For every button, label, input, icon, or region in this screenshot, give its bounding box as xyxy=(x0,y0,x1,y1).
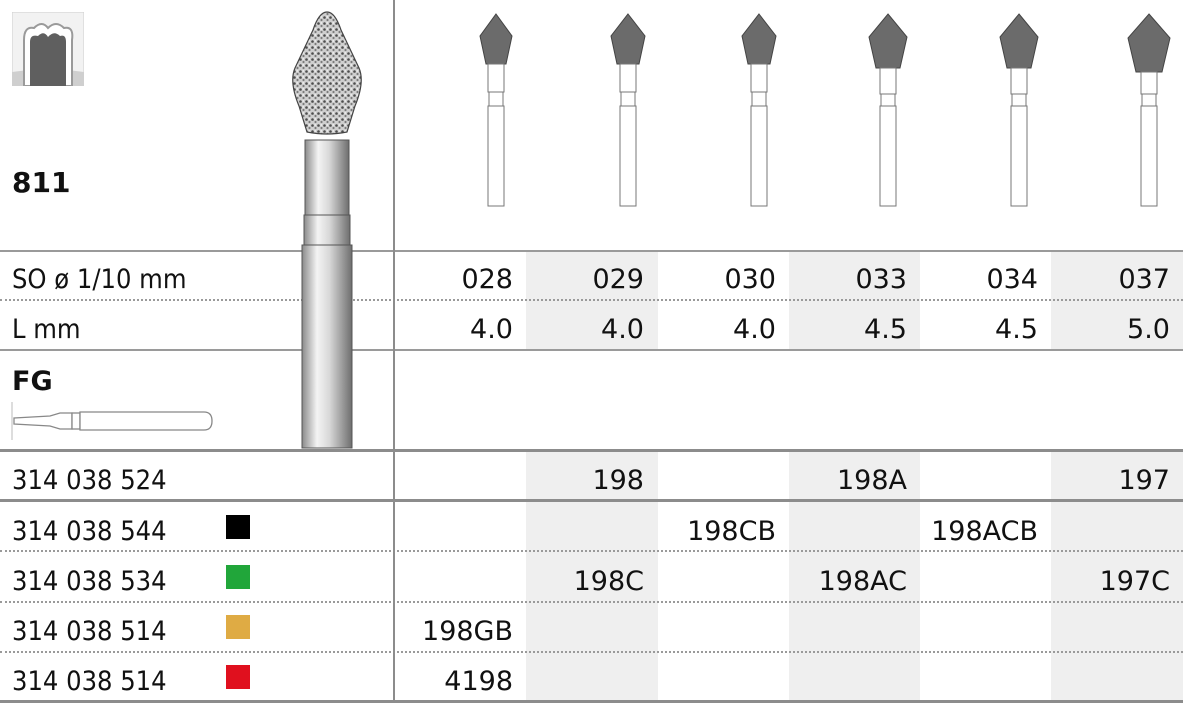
length-cell: 5.0 xyxy=(1127,314,1170,345)
fg-shank-icon xyxy=(11,402,213,440)
color-ring-swatch xyxy=(226,615,250,639)
diamond-bur-image xyxy=(292,11,362,449)
row-label-length: L mm xyxy=(12,314,81,345)
size-cell: 037 xyxy=(1118,264,1170,295)
size-cell: 028 xyxy=(461,264,513,295)
article-cell: 198GB xyxy=(422,616,513,647)
length-cell: 4.0 xyxy=(733,314,776,345)
article-cell: 4198 xyxy=(444,666,513,697)
bur-drawing-037 xyxy=(1127,13,1171,207)
size-cell: 030 xyxy=(724,264,776,295)
shank-type: FG xyxy=(12,366,53,397)
column-divider xyxy=(393,0,395,703)
article-cell: 198A xyxy=(836,465,907,496)
color-ring-swatch xyxy=(226,515,250,539)
article-cell: 198AC xyxy=(818,566,907,597)
article-cell: 198ACB xyxy=(931,516,1038,547)
bur-drawing-028 xyxy=(479,13,513,207)
rule-dotted-3 xyxy=(0,601,1183,603)
rule-header xyxy=(0,250,1183,252)
row-label-size: SO ø 1/10 mm xyxy=(12,264,187,295)
length-cell: 4.0 xyxy=(601,314,644,345)
column-shade-029 xyxy=(526,252,658,703)
bur-drawing-033 xyxy=(868,13,908,207)
crown-tooth-icon xyxy=(12,12,84,86)
length-cell: 4.5 xyxy=(864,314,907,345)
article-cell: 197 xyxy=(1118,465,1170,496)
fg-row-blank xyxy=(396,351,1183,449)
bur-drawing-030 xyxy=(741,13,777,207)
article-number: 314 038 524 xyxy=(12,465,167,496)
product-code: 811 xyxy=(12,166,71,199)
bur-drawing-034 xyxy=(999,13,1039,207)
color-ring-swatch xyxy=(226,665,250,689)
length-cell: 4.0 xyxy=(470,314,513,345)
rule-articles xyxy=(0,499,1183,502)
article-cell: 198CB xyxy=(687,516,776,547)
article-number: 314 038 514 xyxy=(12,666,167,697)
size-cell: 029 xyxy=(592,264,644,295)
size-cell: 033 xyxy=(855,264,907,295)
rule-dotted-1 xyxy=(0,299,1183,301)
rule-dotted-4 xyxy=(0,651,1183,653)
rule-bottom xyxy=(0,700,1183,703)
rule-dotted-2 xyxy=(0,550,1183,552)
length-cell: 4.5 xyxy=(995,314,1038,345)
color-ring-swatch xyxy=(226,565,250,589)
article-cell: 197C xyxy=(1099,566,1170,597)
bur-drawing-029 xyxy=(610,13,646,207)
size-cell: 034 xyxy=(986,264,1038,295)
article-cell: 198 xyxy=(592,465,644,496)
rule-fg xyxy=(0,449,1183,452)
rule-dims xyxy=(0,349,1183,351)
article-number: 314 038 544 xyxy=(12,516,167,547)
article-number: 314 038 534 xyxy=(12,566,167,597)
column-shade-033 xyxy=(789,252,920,703)
article-cell: 198C xyxy=(573,566,644,597)
article-number: 314 038 514 xyxy=(12,616,167,647)
column-shade-037 xyxy=(1051,252,1183,703)
